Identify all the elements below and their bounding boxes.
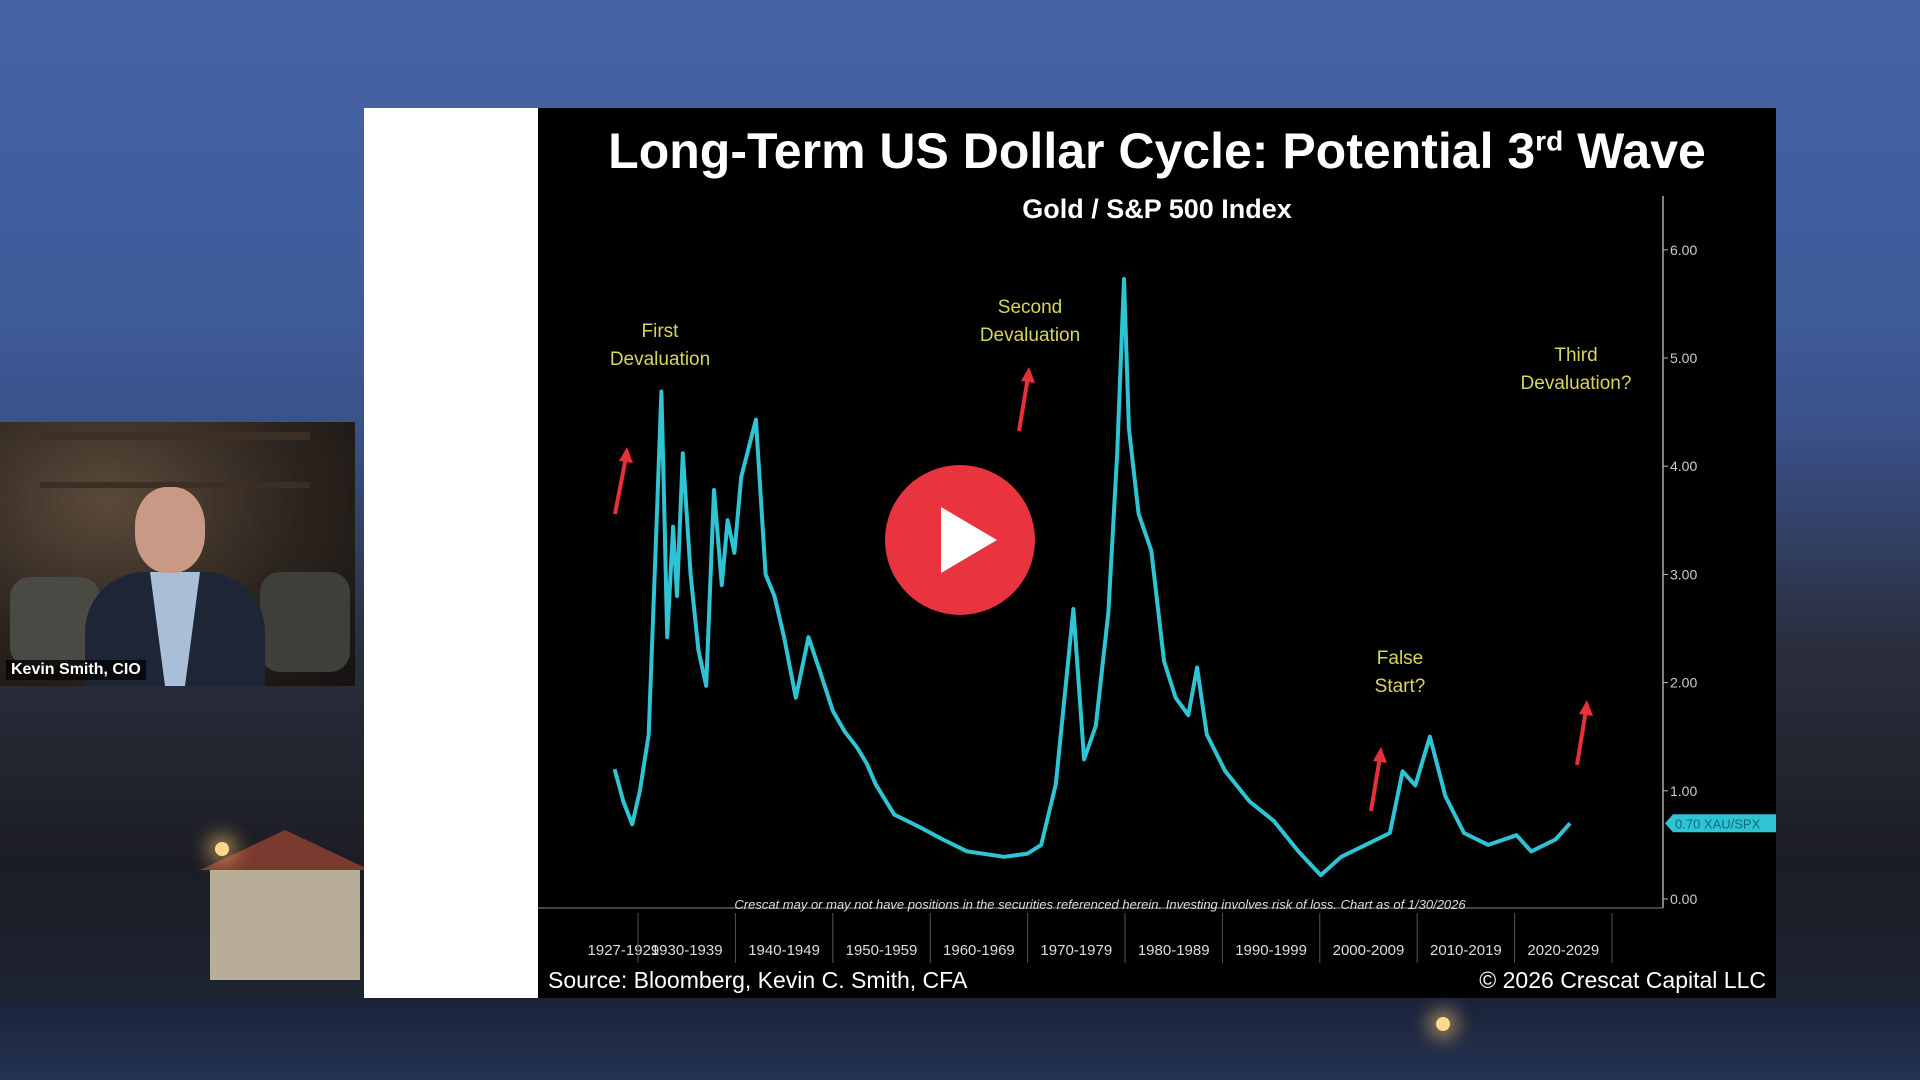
red-arrow-head xyxy=(1579,700,1593,716)
slide-margin xyxy=(364,108,538,998)
red-arrow-head xyxy=(1373,747,1387,763)
annotation-label: Devaluation? xyxy=(1521,373,1632,394)
background-river xyxy=(0,998,1920,1080)
disclaimer-text: Crescat may or may not have positions in… xyxy=(734,897,1466,912)
background-house xyxy=(200,830,370,980)
last-value-label: 0.70 XAU/SPX xyxy=(1675,816,1761,831)
annotation-label: Devaluation xyxy=(610,349,710,370)
x-tick-label: 1940-1949 xyxy=(748,942,820,959)
y-tick-label: 0.00 xyxy=(1670,891,1697,907)
x-tick-label: 1990-1999 xyxy=(1235,942,1307,959)
annotation-label: Devaluation xyxy=(980,325,1080,346)
annotation-label: Third xyxy=(1554,345,1597,366)
y-tick-label: 1.00 xyxy=(1670,783,1697,799)
x-tick-label: 2000-2009 xyxy=(1333,942,1405,959)
background-lamp xyxy=(215,842,229,856)
red-arrow xyxy=(1575,709,1588,766)
y-tick-label: 6.00 xyxy=(1670,242,1697,258)
copyright-text: © 2026 Crescat Capital LLC xyxy=(1479,967,1766,993)
chart-plot: 0.00 1.00 2.00 3.00 4.00 5.00 6.00 1927-1929193… xyxy=(538,196,1776,993)
chart-title: Long-Term US Dollar Cycle: Potential 3rd… xyxy=(608,123,1706,179)
annotation-label: Start? xyxy=(1375,676,1426,697)
red-arrow xyxy=(1369,756,1382,812)
y-tick-label: 3.00 xyxy=(1670,566,1697,582)
x-tick-label: 1970-1979 xyxy=(1040,942,1112,959)
y-tick-label: 4.00 xyxy=(1670,458,1697,474)
red-arrow-head xyxy=(1021,367,1035,383)
red-arrow-head xyxy=(619,447,633,463)
x-tick-label: 1927-1929 xyxy=(588,942,660,959)
presenter-name-label: Kevin Smith, CIO xyxy=(6,660,146,680)
series-line-gold-spx xyxy=(612,277,1572,878)
x-tick-label: 1980-1989 xyxy=(1138,942,1210,959)
source-text: Source: Bloomberg, Kevin C. Smith, CFA xyxy=(548,967,968,993)
red-arrow xyxy=(1017,376,1030,432)
x-tick-label: 2010-2019 xyxy=(1430,942,1502,959)
last-value-badge xyxy=(1665,814,1776,833)
x-tick-label: 1950-1959 xyxy=(846,942,918,959)
y-tick-label: 2.00 xyxy=(1670,675,1697,691)
x-tick-label: 1930-1939 xyxy=(651,942,723,959)
annotation-label: First xyxy=(642,321,680,342)
background-lamp xyxy=(1436,1017,1450,1031)
x-tick-label: 1960-1969 xyxy=(943,942,1015,959)
slide-chart: Long-Term US Dollar Cycle: Potential 3rd… xyxy=(538,108,1776,998)
annotation-label: False xyxy=(1377,648,1423,669)
play-button[interactable] xyxy=(885,465,1035,615)
y-tick-label: 5.00 xyxy=(1670,350,1697,366)
annotation-label: Second xyxy=(998,297,1062,318)
chart-subtitle: Gold / S&P 500 Index xyxy=(1022,194,1292,224)
red-arrow xyxy=(613,456,628,515)
presenter-webcam: Kevin Smith, CIO xyxy=(0,422,355,686)
x-tick-label: 2020-2029 xyxy=(1527,942,1599,959)
